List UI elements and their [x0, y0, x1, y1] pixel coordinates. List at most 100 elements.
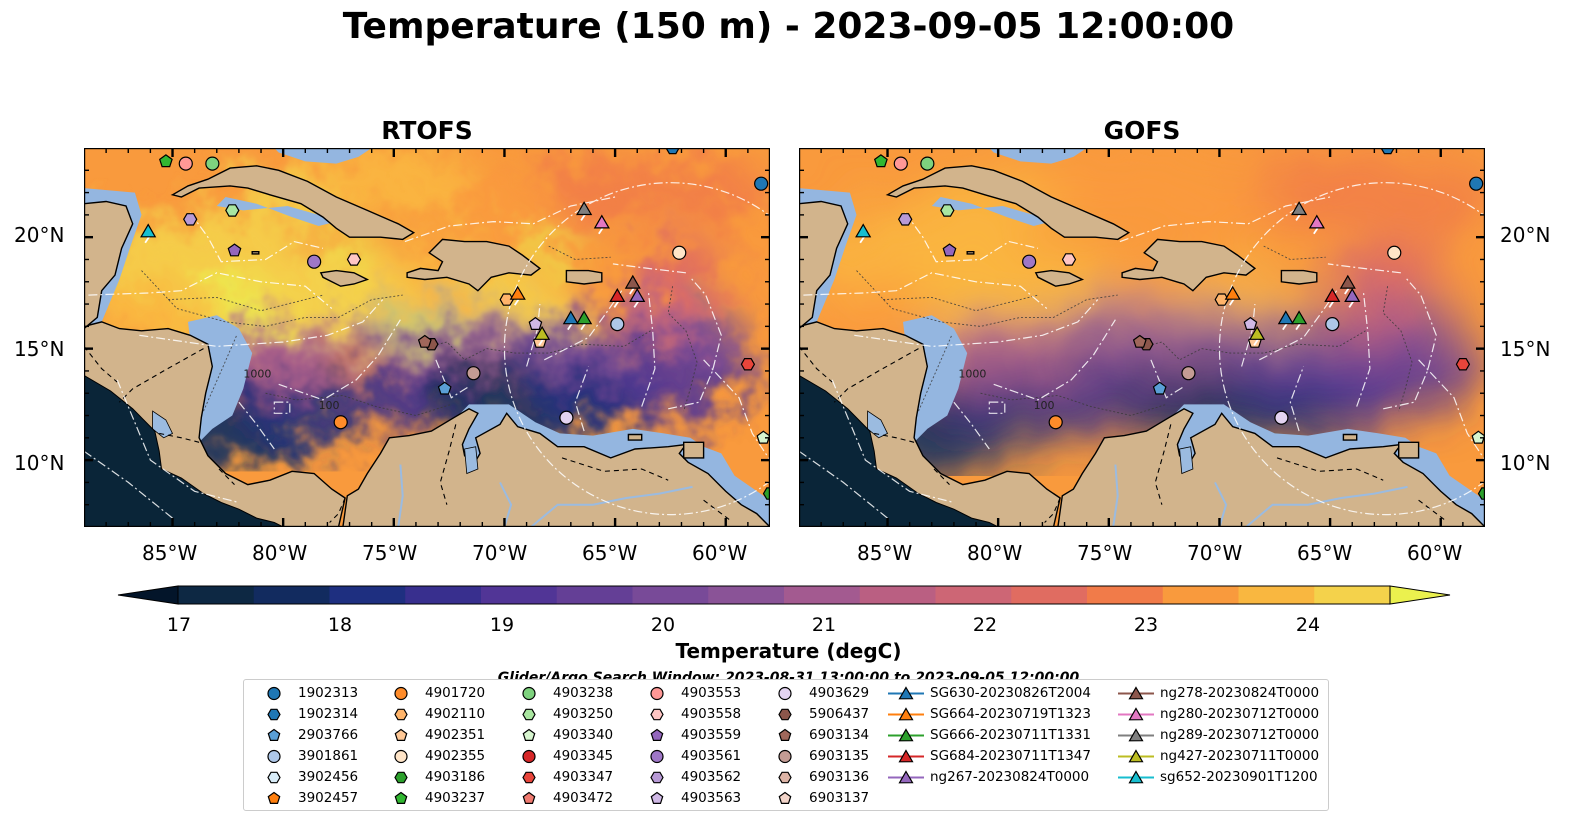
- map-marker-sg666-20230711t1331[interactable]: [1291, 310, 1308, 325]
- map-panel-rtofs[interactable]: 1000 100: [84, 148, 770, 527]
- map-marker-ng427-20230711t0000[interactable]: [1248, 325, 1266, 340]
- map-marker-4903629[interactable]: [1274, 410, 1289, 425]
- map-marker-4903347[interactable]: [740, 358, 756, 371]
- legend-marker-icon[interactable]: [650, 771, 664, 784]
- map-marker-1902313[interactable]: [754, 176, 769, 191]
- map-marker-sg630-20230826t2004[interactable]: [562, 310, 579, 325]
- map-marker-4903562[interactable]: [898, 213, 913, 226]
- map-marker-sg652-20230901t1200[interactable]: [855, 223, 872, 238]
- map-marker-ng267-20230824t0000[interactable]: [629, 288, 646, 302]
- legend-marker-icon[interactable]: [394, 708, 408, 721]
- legend-marker-icon[interactable]: [1128, 728, 1144, 742]
- map-marker-4903562[interactable]: [183, 213, 198, 226]
- legend-marker-icon[interactable]: [394, 771, 408, 784]
- map-marker-4902355[interactable]: [1387, 245, 1402, 260]
- map-marker-sg684-20230711t1347[interactable]: [609, 287, 626, 302]
- legend-marker-icon[interactable]: [1128, 749, 1144, 763]
- legend-marker-icon[interactable]: [267, 708, 281, 721]
- map-marker-2903766[interactable]: [437, 381, 452, 395]
- map-marker-sg666-20230711t1331[interactable]: [576, 310, 593, 325]
- map-marker-4901720[interactable]: [333, 415, 348, 430]
- map-marker-4903563[interactable]: [1243, 316, 1258, 330]
- map-marker-4903561[interactable]: [307, 254, 322, 269]
- legend-marker-icon[interactable]: [394, 728, 408, 741]
- map-marker-1902314[interactable]: [1380, 148, 1395, 155]
- legend-marker-icon[interactable]: [778, 749, 792, 764]
- map-marker-6903135[interactable]: [466, 366, 481, 381]
- map-marker-ng278-20230824t0000[interactable]: [1339, 274, 1356, 289]
- legend-marker-icon[interactable]: [898, 749, 914, 763]
- legend-marker-icon[interactable]: [650, 749, 664, 764]
- legend-marker-icon[interactable]: [267, 728, 281, 741]
- legend-marker-icon[interactable]: [650, 728, 664, 741]
- map-marker-ng289-20230712t0000[interactable]: [576, 201, 593, 216]
- map-marker-sg664-20230719t1323[interactable]: [1224, 285, 1241, 300]
- map-marker-1902314[interactable]: [665, 148, 680, 155]
- map-marker-ng427-20230711t0000[interactable]: [533, 325, 551, 340]
- legend-marker-icon[interactable]: [650, 708, 664, 721]
- legend-marker-icon[interactable]: [778, 791, 792, 804]
- legend-marker-icon[interactable]: [1128, 686, 1144, 700]
- legend-marker-icon[interactable]: [394, 749, 408, 764]
- legend-marker-icon[interactable]: [394, 686, 408, 701]
- legend-marker-icon[interactable]: [778, 728, 792, 741]
- legend-marker-icon[interactable]: [522, 791, 536, 804]
- legend-marker-icon[interactable]: [522, 708, 536, 721]
- legend-marker-icon[interactable]: [898, 728, 914, 742]
- legend-marker-icon[interactable]: [898, 707, 914, 721]
- legend-marker-icon[interactable]: [267, 749, 281, 764]
- map-marker-4903561[interactable]: [1022, 254, 1037, 269]
- legend-marker-icon[interactable]: [1128, 770, 1144, 784]
- map-marker-4902355[interactable]: [672, 245, 687, 260]
- legend-marker-icon[interactable]: [522, 728, 536, 741]
- map-marker-2903766[interactable]: [1152, 381, 1167, 395]
- map-marker-4903629[interactable]: [559, 410, 574, 425]
- map-marker-4903563[interactable]: [528, 316, 543, 330]
- map-marker-6903134[interactable]: [417, 334, 432, 348]
- map-marker-sg652-20230901t1200[interactable]: [140, 223, 157, 238]
- map-marker-4903340[interactable]: [756, 430, 770, 444]
- map-marker-4903250[interactable]: [225, 204, 240, 217]
- map-marker-4903558[interactable]: [1061, 253, 1077, 266]
- legend-marker-icon[interactable]: [898, 686, 914, 700]
- legend-marker-icon[interactable]: [778, 771, 792, 784]
- legend-marker-icon[interactable]: [267, 791, 281, 804]
- legend-marker-icon[interactable]: [650, 791, 664, 804]
- map-marker-ng267-20230824t0000[interactable]: [1344, 288, 1361, 302]
- legend-marker-icon[interactable]: [898, 770, 914, 784]
- map-marker-ng280-20230712t0000[interactable]: [593, 214, 610, 229]
- map-marker-1902313[interactable]: [1469, 176, 1484, 191]
- map-panel-gofs[interactable]: 1000 100: [799, 148, 1485, 527]
- legend-marker-icon[interactable]: [778, 708, 792, 721]
- map-marker-ng278-20230824t0000[interactable]: [624, 274, 641, 289]
- map-marker-ng289-20230712t0000[interactable]: [1291, 201, 1308, 216]
- map-marker-4903559[interactable]: [942, 243, 957, 257]
- legend-marker-icon[interactable]: [650, 686, 664, 701]
- map-marker-4902110[interactable]: [499, 293, 514, 306]
- map-marker-4903238[interactable]: [205, 156, 220, 171]
- map-marker-sg684-20230711t1347[interactable]: [1324, 287, 1341, 302]
- legend-marker-icon[interactable]: [522, 771, 536, 784]
- map-marker-6903134[interactable]: [1132, 334, 1147, 348]
- map-marker-4903237[interactable]: [873, 154, 888, 168]
- map-marker-4903347[interactable]: [1455, 358, 1471, 371]
- map-marker-4903250[interactable]: [940, 204, 955, 217]
- legend-marker-icon[interactable]: [267, 686, 281, 701]
- map-marker-4903186[interactable]: [1477, 487, 1486, 500]
- map-marker-4903237[interactable]: [158, 154, 173, 168]
- map-marker-3901861[interactable]: [1325, 317, 1340, 332]
- map-marker-4903340[interactable]: [1471, 430, 1485, 444]
- legend-marker-icon[interactable]: [522, 686, 536, 701]
- legend-marker-icon[interactable]: [522, 749, 536, 764]
- legend-marker-icon[interactable]: [778, 686, 792, 701]
- map-marker-4901720[interactable]: [1048, 415, 1063, 430]
- map-marker-sg664-20230719t1323[interactable]: [509, 285, 526, 300]
- legend-marker-icon[interactable]: [1128, 707, 1144, 721]
- legend-marker-icon[interactable]: [267, 771, 281, 784]
- map-marker-ng280-20230712t0000[interactable]: [1308, 214, 1325, 229]
- map-marker-6903135[interactable]: [1181, 366, 1196, 381]
- map-marker-4902110[interactable]: [1214, 293, 1229, 306]
- map-marker-4903553[interactable]: [893, 156, 908, 171]
- map-marker-4903558[interactable]: [346, 253, 362, 266]
- map-marker-4903186[interactable]: [762, 487, 771, 500]
